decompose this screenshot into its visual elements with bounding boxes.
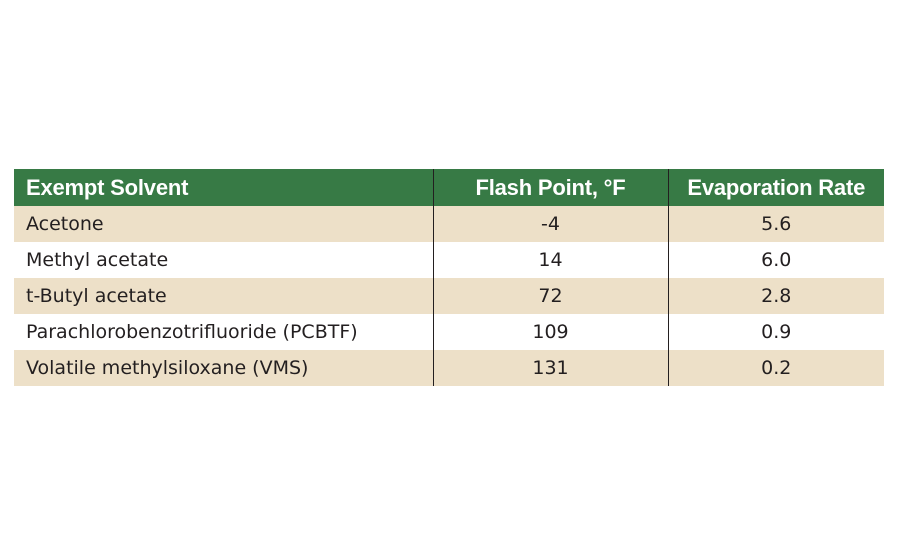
evaporation-rate-cell: 2.8 [668,278,884,314]
table-row: Volatile methylsiloxane (VMS) 131 0.2 [14,350,884,386]
flash-point-cell: 14 [433,242,669,278]
evaporation-rate-cell: 0.2 [668,350,884,386]
table-row: Parachlorobenzotrifluoride (PCBTF) 109 0… [14,314,884,350]
evaporation-rate-cell: 6.0 [668,242,884,278]
solvent-name-cell: Acetone [14,206,434,242]
table-row: Methyl acetate 14 6.0 [14,242,884,278]
evaporation-rate-cell: 5.6 [668,206,884,242]
evaporation-rate-cell: 0.9 [668,314,884,350]
header-exempt-solvent: Exempt Solvent [14,169,434,206]
solvent-name-cell: Parachlorobenzotrifluoride (PCBTF) [14,314,434,350]
solvent-name-cell: Volatile methylsiloxane (VMS) [14,350,434,386]
solvent-name-cell: Methyl acetate [14,242,434,278]
flash-point-cell: 72 [433,278,669,314]
solvent-name-cell: t-Butyl acetate [14,278,434,314]
table-row: Acetone -4 5.6 [14,206,884,242]
table-row: t-Butyl acetate 72 2.8 [14,278,884,314]
header-evaporation-rate: Evaporation Rate [668,169,884,206]
flash-point-cell: -4 [433,206,669,242]
flash-point-cell: 109 [433,314,669,350]
flash-point-cell: 131 [433,350,669,386]
solvent-table: Exempt Solvent Flash Point, °F Evaporati… [14,169,884,386]
header-flash-point: Flash Point, °F [433,169,669,206]
table-header-row: Exempt Solvent Flash Point, °F Evaporati… [14,169,884,206]
